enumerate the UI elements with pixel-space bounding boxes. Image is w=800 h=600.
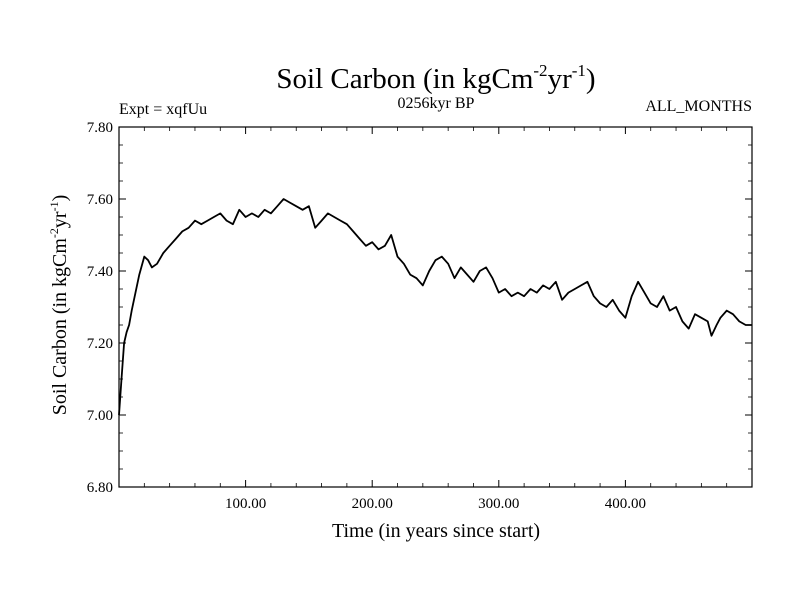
y-tick-label: 7.40 (87, 264, 113, 280)
x-tick-label: 100.00 (225, 496, 266, 512)
y-axis-label-mid: yr (49, 211, 71, 228)
y-tick-label: 7.20 (87, 336, 113, 352)
period-label: 0256kyr BP (398, 95, 475, 112)
x-axis: 100.00 200.00 300.00 400.00 (225, 127, 646, 512)
chart-title-mid: yr (548, 63, 573, 95)
x-axis-label: Time (in years since start) (332, 520, 540, 542)
x-tick-label: 300.00 (478, 496, 519, 512)
x-tick-label: 400.00 (605, 496, 646, 512)
x-tick-label: 200.00 (352, 496, 393, 512)
y-axis: 6.80 7.00 7.20 7.40 7.60 7.80 (87, 120, 752, 496)
chart-title-sup2: -1 (572, 61, 586, 80)
chart-title-base: Soil Carbon (in kgCm (276, 63, 533, 95)
y-axis-label-sup2: -1 (47, 201, 61, 211)
chart-title: Soil Carbon (in kgCm-2yr-1) (276, 61, 595, 95)
chart-title-sup1: -2 (533, 61, 547, 80)
y-tick-label: 6.80 (87, 480, 113, 496)
series-line-soil-carbon (118, 198, 752, 416)
y-axis-label-sup1: -2 (47, 228, 61, 238)
x-minor-ticks (143, 127, 728, 487)
y-axis-label-base: Soil Carbon (in kgCm (49, 238, 71, 416)
y-axis-label-close: ) (49, 195, 71, 202)
y-axis-label: Soil Carbon (in kgCm-2yr-1) (47, 195, 71, 416)
experiment-label: Expt = xqfUu (119, 101, 207, 118)
months-label: ALL_MONTHS (645, 98, 752, 115)
chart-title-close: ) (586, 63, 596, 95)
y-tick-label: 7.80 (87, 120, 113, 136)
y-tick-label: 7.00 (87, 408, 113, 424)
y-tick-label: 7.60 (87, 192, 113, 208)
